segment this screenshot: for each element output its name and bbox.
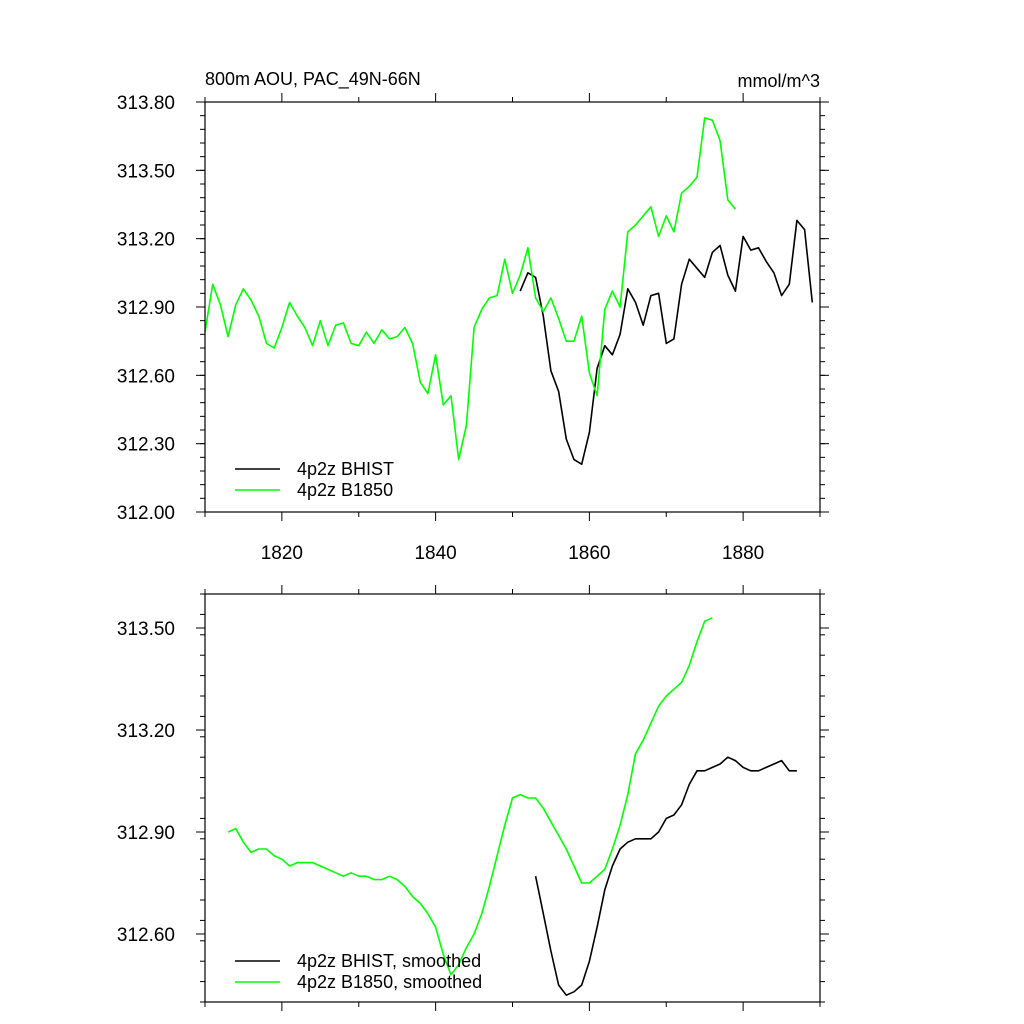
top-y-tick-label: 313.50 xyxy=(117,161,175,182)
bottom-series-line-1 xyxy=(227,617,713,976)
top-y-tick-label: 312.00 xyxy=(117,503,175,524)
bottom-panel-frame xyxy=(204,593,821,1003)
legend-label-b1850-smoothed: 4p2z B1850, smoothed xyxy=(297,972,482,992)
bottom-series-line-0 xyxy=(534,756,797,997)
bottom-y-tick-label: 312.60 xyxy=(117,925,175,946)
top-y-tick-label: 313.20 xyxy=(117,230,175,251)
top-panel-frame xyxy=(204,101,821,513)
bottom-panel-series xyxy=(227,617,797,997)
top-panel: 800m AOU, PAC_49N-66N mmol/m^3 1820 1840 1… xyxy=(117,69,829,564)
top-series-line-0 xyxy=(519,219,814,466)
top-x-tick-label: 1840 xyxy=(414,543,456,564)
bottom-panel-ticks: 312.60 312.90 313.20 313.50 xyxy=(117,585,829,1011)
legend-label-bhist: 4p2z BHIST xyxy=(297,459,394,479)
top-y-tick-label: 312.90 xyxy=(117,298,175,319)
top-x-tick-label: 1820 xyxy=(261,543,303,564)
top-x-tick-label: 1860 xyxy=(568,543,610,564)
top-series-line-1 xyxy=(204,117,737,461)
top-panel-series xyxy=(204,117,814,466)
top-y-tick-label: 312.60 xyxy=(117,366,175,387)
top-panel-legend: 4p2z BHIST 4p2z B1850 xyxy=(235,459,394,500)
top-y-tick-label: 312.30 xyxy=(117,435,175,456)
bottom-y-tick-label: 313.20 xyxy=(117,721,175,742)
top-panel-ticks: 1820 1840 1860 1880 312.00 312.30 312.60 312.90… xyxy=(117,93,829,564)
bottom-y-tick-label: 312.90 xyxy=(117,823,175,844)
bottom-panel: 312.60 312.90 313.20 313.50 4p2z BHIST, smo… xyxy=(117,585,829,1011)
bottom-panel-legend: 4p2z BHIST, smoothed 4p2z B1850, smoothe… xyxy=(235,951,482,992)
legend-label-bhist-smoothed: 4p2z BHIST, smoothed xyxy=(297,951,481,971)
bottom-y-tick-label: 313.50 xyxy=(117,619,175,640)
legend-label-b1850: 4p2z B1850 xyxy=(297,480,393,500)
top-panel-title: 800m AOU, PAC_49N-66N xyxy=(205,69,421,90)
top-y-tick-label: 313.80 xyxy=(117,93,175,114)
top-x-tick-label: 1880 xyxy=(722,543,764,564)
top-panel-units: mmol/m^3 xyxy=(738,71,820,91)
